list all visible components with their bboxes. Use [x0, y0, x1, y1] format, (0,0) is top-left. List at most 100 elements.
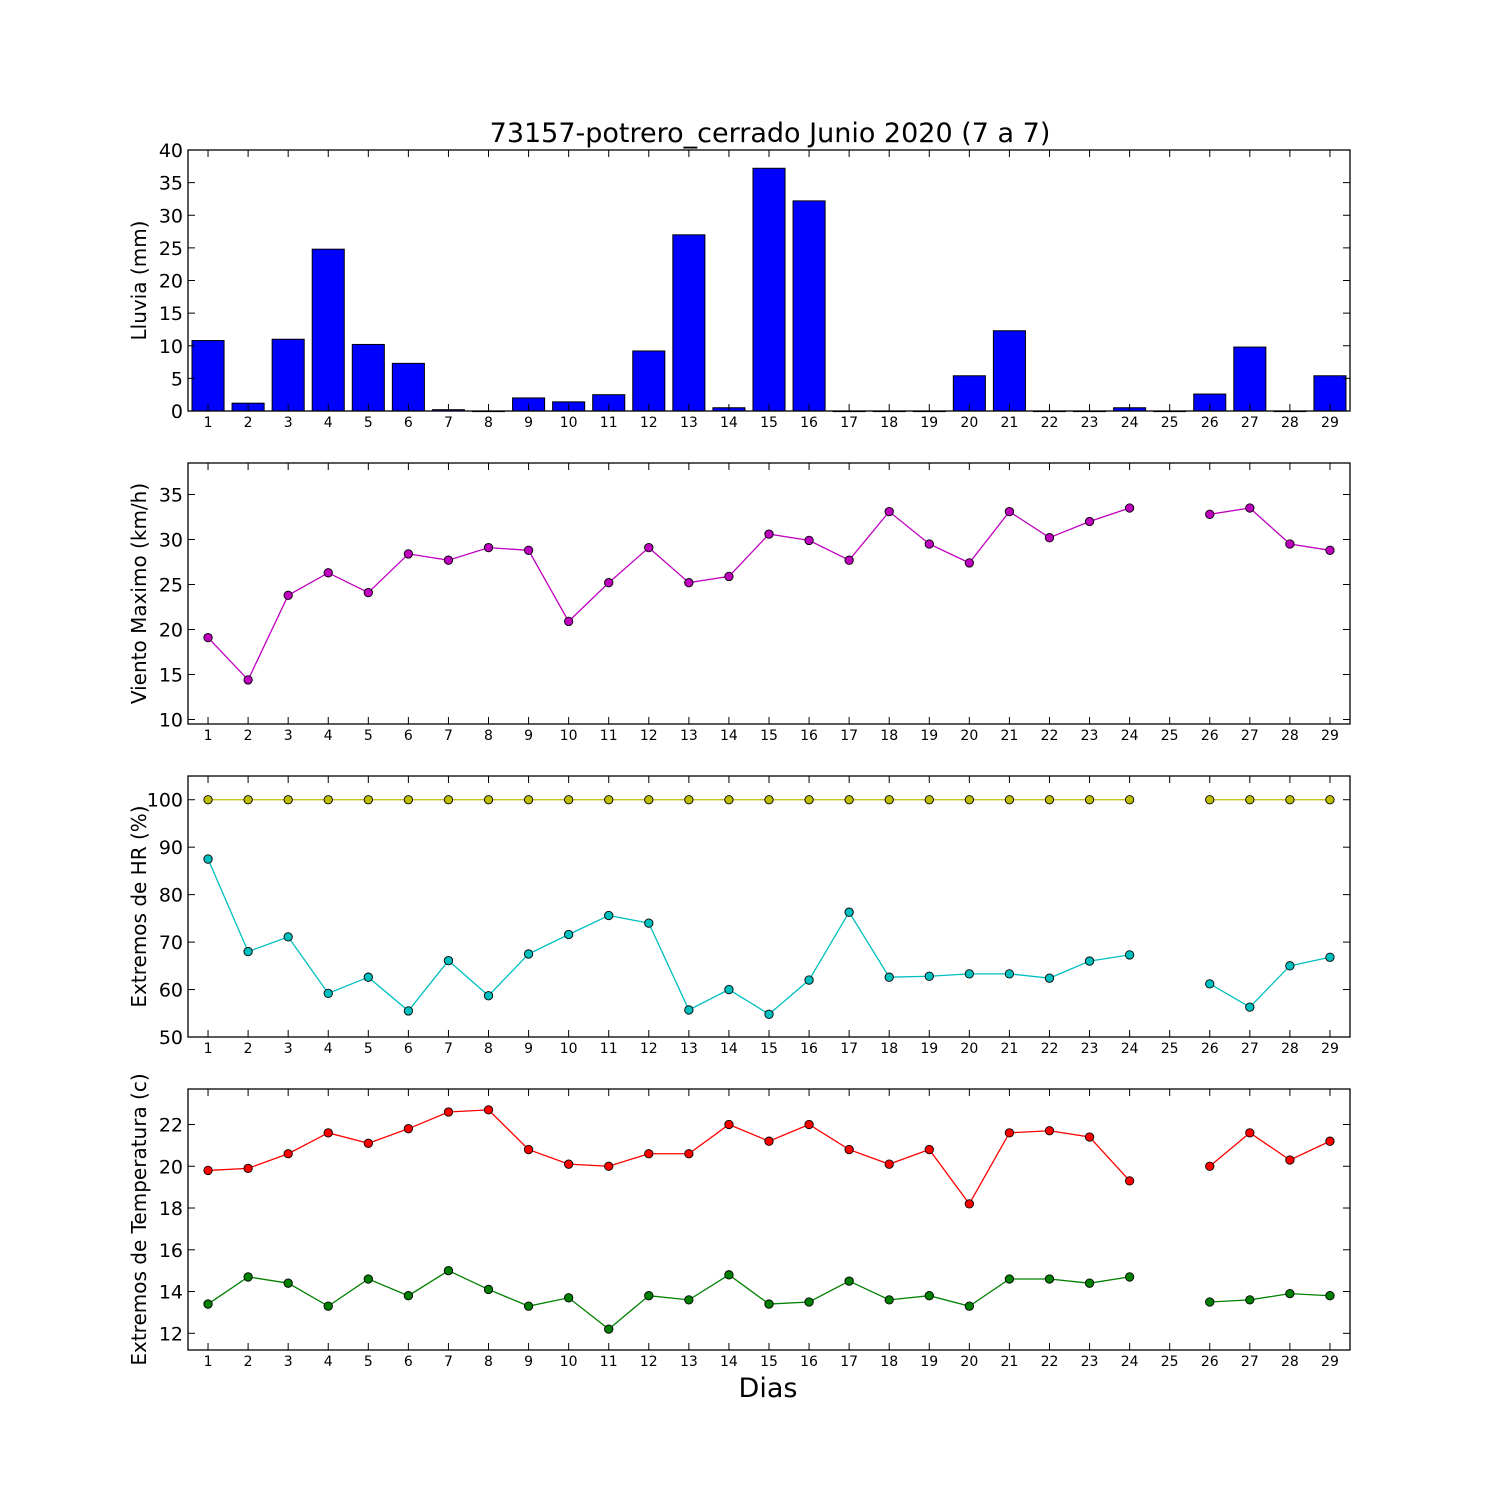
- x-tick-label: 24: [1121, 415, 1139, 431]
- x-tick-label: 16: [800, 415, 818, 431]
- x-tick-label: 25: [1161, 1041, 1179, 1057]
- data-point: [283, 1278, 293, 1288]
- data-point: [443, 795, 454, 805]
- data-point: [1004, 1274, 1015, 1284]
- data-point: [403, 1124, 414, 1134]
- x-tick-label: 1: [204, 415, 213, 431]
- x-tick-label: 8: [484, 415, 493, 431]
- x-tick-label: 9: [524, 1354, 533, 1370]
- x-tick-label: 14: [720, 728, 738, 744]
- data-point: [804, 1119, 814, 1130]
- x-tick-label: 3: [284, 1041, 293, 1057]
- x-tick-label: 12: [640, 728, 658, 744]
- x-tick-label: 6: [404, 415, 413, 431]
- bar: [672, 234, 706, 412]
- data-point: [1205, 795, 1215, 805]
- data-point: [844, 555, 854, 565]
- data-point: [764, 1009, 774, 1019]
- data-point: [483, 1105, 494, 1115]
- data-point: [523, 949, 534, 959]
- data-point: [363, 1138, 373, 1148]
- data-point: [1205, 1161, 1215, 1171]
- x-tick-label: 26: [1201, 1041, 1219, 1057]
- x-tick-label: 2: [244, 1354, 253, 1370]
- bar: [391, 362, 425, 412]
- x-tick-label: 7: [444, 415, 453, 431]
- bar: [632, 350, 666, 412]
- x-tick-label: 3: [284, 1354, 293, 1370]
- y-tick-label: 25: [159, 575, 183, 597]
- data-point: [283, 932, 293, 942]
- y-tick-label: 18: [159, 1198, 183, 1220]
- x-tick-label: 23: [1081, 728, 1099, 744]
- x-tick-label: 9: [524, 415, 533, 431]
- data-point: [964, 969, 974, 979]
- x-tick-label: 13: [680, 1354, 698, 1370]
- x-tick-label: 2: [244, 1041, 253, 1057]
- data-point: [1325, 545, 1335, 555]
- data-point: [644, 1149, 654, 1159]
- x-tick-label: 19: [920, 1354, 938, 1370]
- data-point: [1285, 1288, 1295, 1299]
- x-tick-label: 19: [920, 1041, 938, 1057]
- data-point: [764, 1136, 774, 1146]
- x-tick-label: 15: [760, 415, 778, 431]
- data-point: [523, 1144, 534, 1155]
- data-point: [564, 1159, 574, 1169]
- x-tick-label: 20: [960, 415, 978, 431]
- x-tick-label: 21: [1000, 728, 1018, 744]
- x-tick-label: 9: [524, 1041, 533, 1057]
- series-line: [207, 507, 1130, 682]
- data-point: [924, 795, 934, 805]
- data-point: [443, 1266, 454, 1276]
- data-point: [604, 910, 614, 921]
- x-tick-label: 22: [1041, 728, 1059, 744]
- x-tick-label: 3: [284, 415, 293, 431]
- data-point: [1285, 539, 1295, 549]
- y-tick-label: 14: [159, 1282, 183, 1304]
- x-tick-label: 26: [1201, 1354, 1219, 1370]
- x-tick-label: 27: [1241, 1354, 1259, 1370]
- data-point: [884, 972, 894, 982]
- data-point: [1124, 950, 1135, 960]
- data-point: [323, 988, 333, 998]
- series-line: [1209, 1132, 1331, 1167]
- x-tick-label: 26: [1201, 728, 1219, 744]
- data-point: [844, 1144, 854, 1155]
- bar: [992, 330, 1026, 412]
- data-point: [604, 1324, 614, 1334]
- data-point: [523, 545, 534, 555]
- data-point: [1285, 795, 1295, 805]
- x-tick-label: 8: [484, 1041, 493, 1057]
- y-tick-label: 12: [159, 1323, 183, 1345]
- x-tick-label: 5: [364, 415, 373, 431]
- x-tick-label: 4: [324, 1041, 333, 1057]
- data-point: [403, 795, 414, 805]
- data-point: [1285, 961, 1295, 971]
- data-point: [1004, 969, 1015, 979]
- y-tick-label: 25: [159, 238, 183, 260]
- x-tick-label: 28: [1281, 728, 1299, 744]
- data-point: [363, 972, 373, 982]
- x-tick-label: 18: [880, 1354, 898, 1370]
- data-point: [1245, 1295, 1255, 1305]
- data-point: [724, 1119, 734, 1130]
- x-tick-label: 5: [364, 728, 373, 744]
- data-point: [283, 795, 293, 805]
- data-point: [724, 795, 734, 805]
- data-point: [243, 946, 253, 957]
- x-tick-label: 10: [560, 728, 578, 744]
- data-point: [1044, 795, 1055, 805]
- x-tick-label: 10: [560, 1041, 578, 1057]
- x-tick-label: 10: [560, 415, 578, 431]
- bar: [1233, 346, 1267, 412]
- x-tick-label: 16: [800, 1354, 818, 1370]
- data-point: [483, 795, 494, 805]
- y-tick-label: 35: [159, 173, 183, 195]
- data-point: [844, 1276, 854, 1286]
- data-point: [684, 1149, 694, 1159]
